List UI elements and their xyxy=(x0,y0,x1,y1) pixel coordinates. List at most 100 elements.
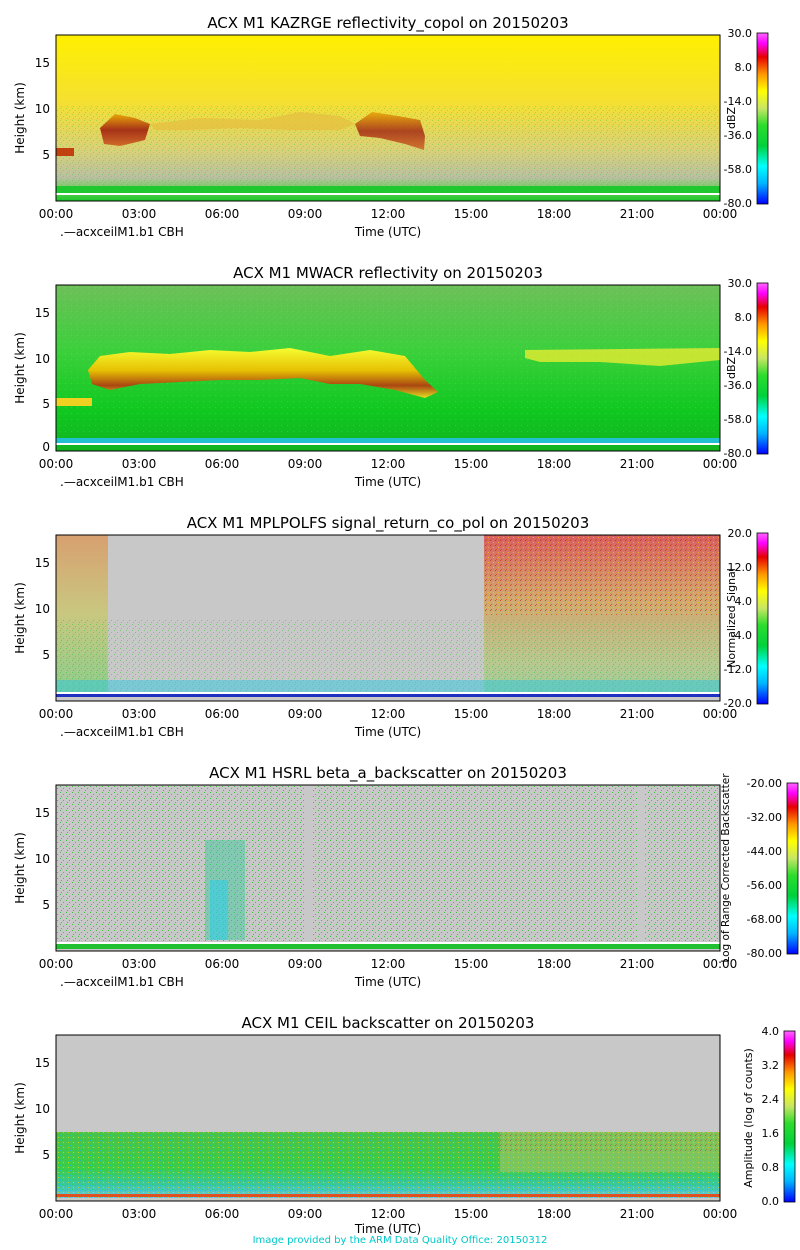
y-tick-label: 5 xyxy=(42,148,50,162)
x-tick-label: 15:00 xyxy=(454,957,489,971)
colorbar-tick: -12.0 xyxy=(724,663,752,676)
x-tick-label: 03:00 xyxy=(122,957,157,971)
x-tick-label: 09:00 xyxy=(288,457,323,471)
x-tick-label: 03:00 xyxy=(122,207,157,221)
colorbar-tick: -14.0 xyxy=(724,345,752,358)
x-tick-label: 18:00 xyxy=(537,707,572,721)
colorbar-tick: -36.0 xyxy=(724,129,752,142)
y-axis-label: Height (km) xyxy=(13,1082,27,1153)
colorbar-tick: -32.00 xyxy=(747,811,782,824)
x-tick-label: 00:00 xyxy=(703,207,738,221)
colorbar-scale xyxy=(756,32,769,205)
panel-ceil: ACX M1 CEIL backscatter on 20150203 Heig… xyxy=(13,1014,796,1236)
colorbar-tick: -36.0 xyxy=(724,379,752,392)
colorbar-tick: -58.0 xyxy=(724,163,752,176)
y-axis-label: Height (km) xyxy=(13,332,27,403)
y-tick-label: 15 xyxy=(35,1056,50,1070)
colorbar-tick: 0.8 xyxy=(762,1161,780,1174)
colorbar: 4.0 3.2 2.4 1.6 0.8 0.0 Amplitude (log o… xyxy=(742,1025,796,1208)
colorbar-tick: 20.0 xyxy=(728,527,753,540)
overlay-legend: .—acxceilM1.b1 CBH xyxy=(60,725,184,739)
colorbar-label: Normalized Signal xyxy=(725,568,738,668)
y-tick-label: 10 xyxy=(35,852,50,866)
cloud-echo xyxy=(88,348,438,398)
colorbar-tick: -44.00 xyxy=(747,845,782,858)
colorbar-tick: 2.4 xyxy=(762,1093,780,1106)
colorbar-tick: 1.6 xyxy=(762,1127,780,1140)
colorbar-scale xyxy=(756,532,769,705)
y-tick-label: 10 xyxy=(35,102,50,116)
y-axis: Height (km) 5 10 15 xyxy=(13,56,50,162)
colorbar-tick: 0.0 xyxy=(762,1195,780,1208)
y-tick-label: 5 xyxy=(42,397,50,411)
x-tick-label: 18:00 xyxy=(537,207,572,221)
colorbar-tick: 3.2 xyxy=(762,1059,780,1072)
x-tick-label: 00:00 xyxy=(39,457,74,471)
colorbar-tick: 4.0 xyxy=(762,1025,780,1038)
chart-title: ACX M1 KAZRGE reflectivity_copol on 2015… xyxy=(207,14,568,33)
y-axis: Height (km) 5 10 15 xyxy=(13,556,50,662)
credit-footer: Image provided by the ARM Data Quality O… xyxy=(252,1235,548,1246)
x-axis-label: Time (UTC) xyxy=(354,475,421,489)
y-tick-label: 5 xyxy=(42,648,50,662)
colorbar-tick: -56.00 xyxy=(747,879,782,892)
plot-frame xyxy=(55,34,721,202)
panel-hsrl: ACX M1 HSRL beta_a_backscatter on 201502… xyxy=(13,764,799,989)
colorbar-tick: -68.00 xyxy=(747,913,782,926)
y-tick-label: 15 xyxy=(35,56,50,70)
surface-clutter xyxy=(56,680,720,692)
y-axis-label: Height (km) xyxy=(13,832,27,903)
colorbar-tick: -14.0 xyxy=(724,95,752,108)
heatmap-region xyxy=(210,880,228,940)
y-tick-label: 0 xyxy=(42,440,50,454)
x-axis: 00:00 03:00 06:00 09:00 12:00 15:00 18:0… xyxy=(39,707,738,739)
panel-mplpolfs: ACX M1 MPLPOLFS signal_return_co_pol on … xyxy=(13,514,769,739)
x-tick-label: 21:00 xyxy=(620,1207,655,1221)
colorbar: 30.0 8.0 -14.0 -36.0 -58.0 -80.0 dBZ xyxy=(724,277,769,460)
y-tick-label: 10 xyxy=(35,352,50,366)
x-tick-label: 03:00 xyxy=(122,457,157,471)
x-tick-label: 09:00 xyxy=(288,207,323,221)
x-tick-label: 06:00 xyxy=(205,957,240,971)
surface-clutter xyxy=(56,1194,720,1197)
plot-area xyxy=(55,34,721,202)
data-gap xyxy=(304,785,313,951)
panel-mwacr: ACX M1 MWACR reflectivity on 20150203 He… xyxy=(13,264,769,489)
x-tick-label: 12:00 xyxy=(371,1207,406,1221)
plot-area xyxy=(55,284,721,452)
x-tick-label: 09:00 xyxy=(288,707,323,721)
x-axis: 00:00 03:00 06:00 09:00 12:00 15:00 18:0… xyxy=(39,957,738,989)
x-tick-label: 21:00 xyxy=(620,207,655,221)
colorbar: 20.0 12.0 4.0 -4.0 -12.0 -20.0 Normalize… xyxy=(724,527,769,710)
panel-kazrge: ACX M1 KAZRGE reflectivity_copol on 2015… xyxy=(13,14,769,239)
colorbar-tick: -58.0 xyxy=(724,413,752,426)
y-tick-label: 10 xyxy=(35,602,50,616)
colorbar: -20.00 -32.00 -44.00 -56.00 -68.00 -80.0… xyxy=(720,773,799,963)
heatmap-noise xyxy=(56,785,720,945)
x-tick-label: 00:00 xyxy=(39,207,74,221)
x-tick-label: 12:00 xyxy=(371,457,406,471)
colorbar-tick: -80.00 xyxy=(747,947,782,960)
colorbar-label: dBZ xyxy=(725,357,738,380)
colorbar-scale xyxy=(786,782,799,955)
y-axis: Height (km) 5 10 15 xyxy=(13,806,50,912)
plot-frame xyxy=(55,284,721,452)
plot-area xyxy=(55,534,721,702)
heatmap-noise xyxy=(484,535,720,615)
cloud-echo xyxy=(355,112,425,150)
colorbar-tick: 12.0 xyxy=(728,561,753,574)
y-tick-label: 5 xyxy=(42,1148,50,1162)
x-tick-label: 00:00 xyxy=(703,457,738,471)
plot-area xyxy=(55,784,721,952)
x-axis: 00:00 03:00 06:00 09:00 12:00 15:00 18:0… xyxy=(39,207,738,239)
x-tick-label: 21:00 xyxy=(620,457,655,471)
y-tick-label: 15 xyxy=(35,556,50,570)
x-axis: 00:00 03:00 06:00 09:00 12:00 15:00 18:0… xyxy=(39,457,738,489)
x-axis-label: Time (UTC) xyxy=(354,1222,421,1236)
x-tick-label: 15:00 xyxy=(454,707,489,721)
chart-title: ACX M1 MWACR reflectivity on 20150203 xyxy=(233,264,543,282)
chart-title: ACX M1 MPLPOLFS signal_return_co_pol on … xyxy=(187,514,590,533)
x-tick-label: 00:00 xyxy=(703,707,738,721)
x-tick-label: 06:00 xyxy=(205,1207,240,1221)
x-tick-label: 06:00 xyxy=(205,207,240,221)
